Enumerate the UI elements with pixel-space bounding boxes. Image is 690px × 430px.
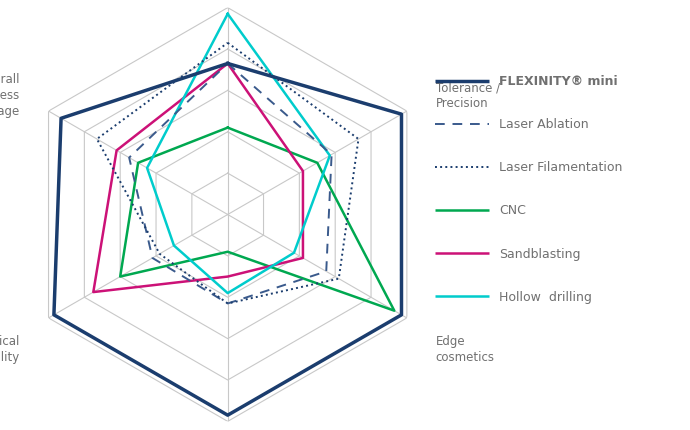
Text: Hollow  drilling: Hollow drilling xyxy=(500,290,592,303)
Text: Tolerance /
Precision: Tolerance / Precision xyxy=(435,81,500,110)
Text: FLEXINITY® mini: FLEXINITY® mini xyxy=(500,75,618,88)
Text: Edge
cosmetics: Edge cosmetics xyxy=(435,335,495,364)
Text: Geometrical
flexibility: Geometrical flexibility xyxy=(0,335,20,364)
Text: Laser Ablation: Laser Ablation xyxy=(500,118,589,131)
Text: CNC: CNC xyxy=(500,204,526,217)
Text: Laser Filamentation: Laser Filamentation xyxy=(500,161,622,174)
Text: Overall
process
advantage: Overall process advantage xyxy=(0,73,20,118)
Text: Sandblasting: Sandblasting xyxy=(500,247,581,260)
